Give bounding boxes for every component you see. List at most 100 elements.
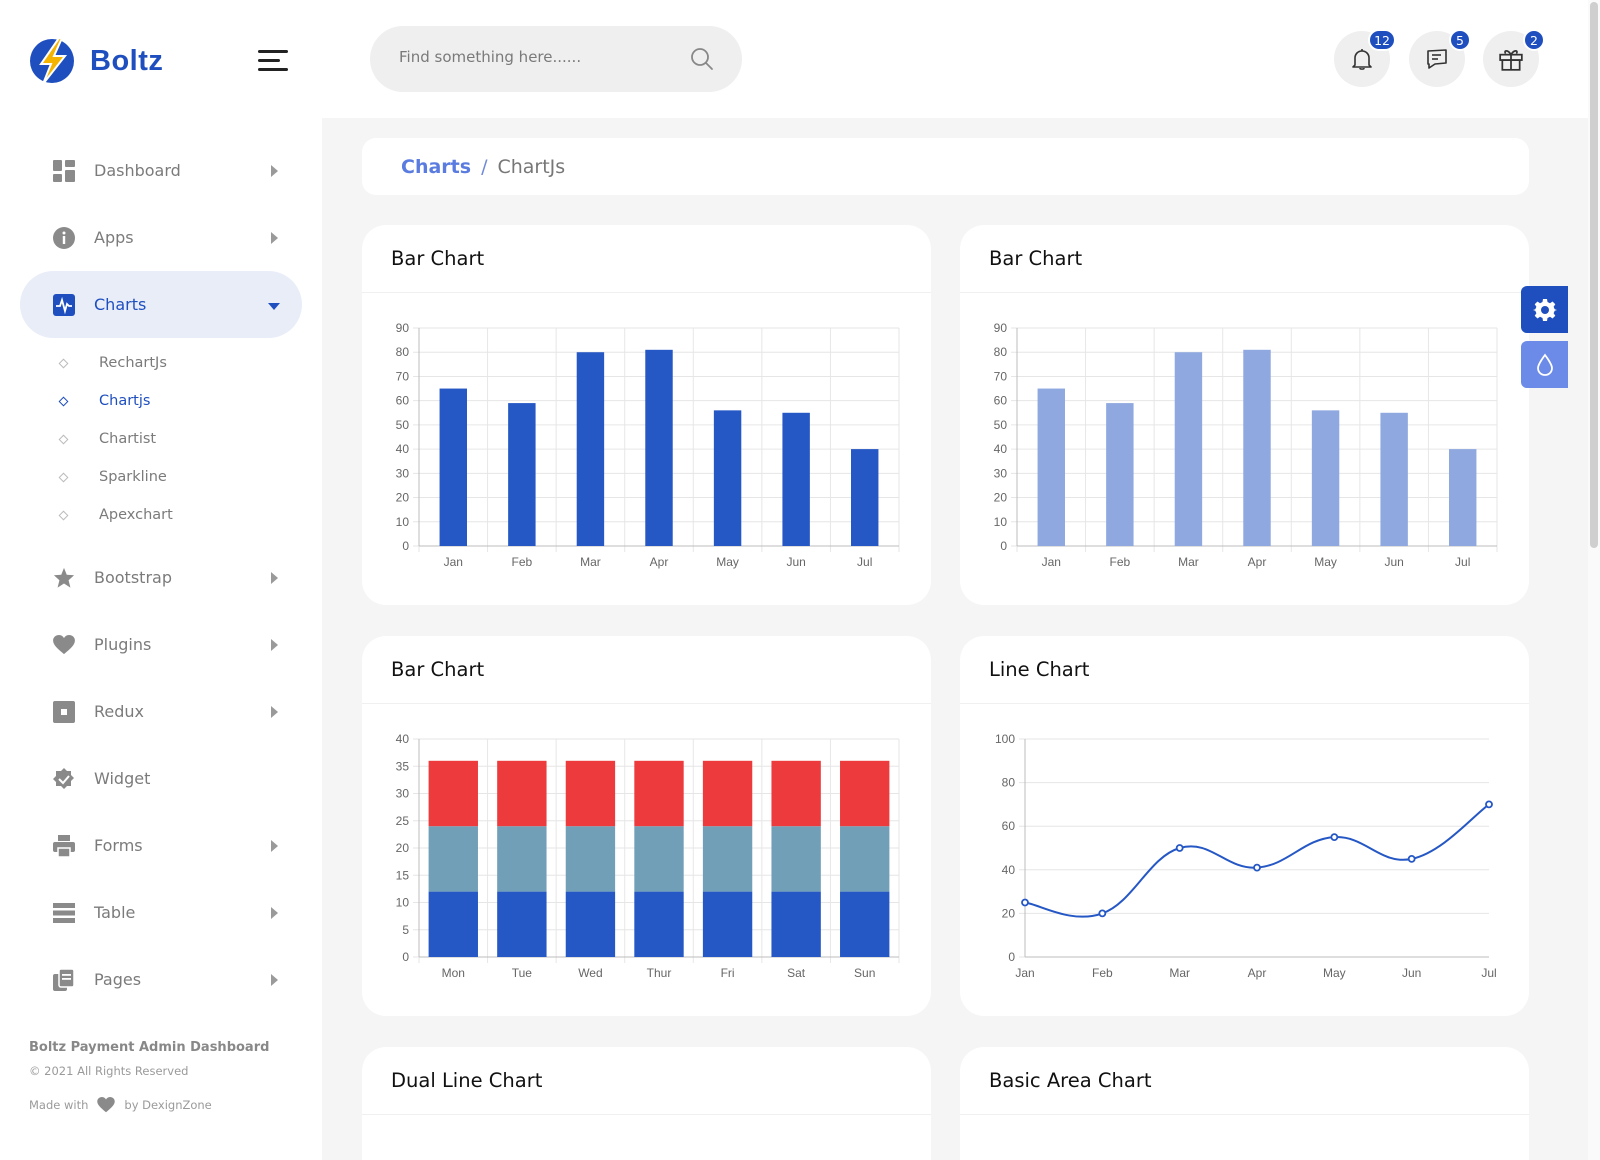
star-icon <box>53 567 75 589</box>
sidebar-item-table[interactable]: Table <box>20 879 302 946</box>
x-tick-label: Feb <box>1110 555 1131 569</box>
heart-icon <box>97 1097 116 1113</box>
submenu-item-chartist[interactable]: Chartist <box>57 420 302 458</box>
page-scrollbar[interactable] <box>1588 0 1600 1160</box>
bar-segment <box>840 760 890 827</box>
bar <box>439 388 467 546</box>
list-icon <box>53 902 75 924</box>
bar-segment <box>428 891 478 957</box>
data-point <box>1485 800 1493 809</box>
sidebar-item-label: Redux <box>94 702 145 721</box>
breadcrumb-separator: / <box>481 155 488 178</box>
bar <box>713 410 742 546</box>
bar-segment <box>428 760 478 827</box>
bolt-logo-icon <box>30 37 74 85</box>
breadcrumb-parent[interactable]: Charts <box>401 155 472 178</box>
sidebar-item-plugins[interactable]: Plugins <box>20 611 302 678</box>
stacked-bar-chart-card: Bar Chart 0 5 10 15 20 25 30 35 40 Mon Tue Wed Thur F… <box>362 636 931 1016</box>
square-icon <box>53 700 75 723</box>
submenu-item-apexchart[interactable]: Apexchart <box>57 496 302 534</box>
sidebar-item-pages[interactable]: Pages <box>20 946 302 1013</box>
search-icon[interactable] <box>690 47 714 71</box>
y-tick-label: 60 <box>1002 819 1016 833</box>
y-tick-label: 35 <box>396 759 410 773</box>
heart-icon <box>53 634 75 656</box>
y-tick-label: 40 <box>1002 863 1016 877</box>
notification-count-badge: 12 <box>1368 29 1396 51</box>
sidebar-item-bootstrap[interactable]: Bootstrap <box>20 544 302 611</box>
info-icon <box>53 226 75 249</box>
y-tick-label: 90 <box>994 321 1008 335</box>
settings-button[interactable] <box>1521 286 1568 333</box>
diamond-bullet-icon <box>58 510 69 520</box>
sidebar-item-apps[interactable]: Apps <box>20 204 302 271</box>
notifications-button[interactable]: 12 <box>1334 29 1396 87</box>
x-tick-label: Wed <box>578 966 602 980</box>
badge-check-icon <box>53 767 75 790</box>
sidebar-item-widget[interactable]: Widget <box>20 745 302 812</box>
topbar: 12 5 2 <box>322 0 1600 118</box>
sidebar-item-label: Pages <box>94 970 142 989</box>
bar-segment <box>497 826 547 892</box>
y-tick-label: 10 <box>994 515 1008 529</box>
chevron-right-icon <box>271 164 278 177</box>
search-input[interactable] <box>399 48 679 66</box>
line-chart-card: Line Chart 0 20 40 60 80 100 Jan Feb Mar Apr May Ju… <box>960 636 1529 1016</box>
y-tick-label: 50 <box>994 418 1008 432</box>
y-tick-label: 40 <box>396 442 410 456</box>
gift-icon <box>1499 50 1523 71</box>
footer-author: by DexignZone <box>124 1098 212 1112</box>
logo[interactable]: Boltz <box>29 36 163 86</box>
x-tick-label: May <box>716 555 739 569</box>
bar <box>1380 412 1408 546</box>
bar-segment <box>771 760 821 827</box>
x-tick-label: Sun <box>854 966 875 980</box>
bar <box>508 403 536 546</box>
bar-segment <box>634 826 684 892</box>
y-tick-label: 60 <box>994 394 1008 408</box>
footer-made-with: Made with by DexignZone <box>29 1097 269 1113</box>
bar <box>1311 410 1340 546</box>
sidebar-item-redux[interactable]: Redux <box>20 678 302 745</box>
bar-segment <box>497 891 547 957</box>
charts-submenu: RechartJs Chartjs Chartist Sparkline Ape… <box>20 344 302 534</box>
submenu-item-sparkline[interactable]: Sparkline <box>57 458 302 496</box>
x-tick-label: Apr <box>1248 555 1267 569</box>
bar-segment <box>702 891 753 957</box>
bar-chart-card-1: Bar Chart 0 10 20 30 40 50 60 70 80 90 Jan Feb Mar Ap… <box>362 225 931 605</box>
sidebar-item-forms[interactable]: Forms <box>20 812 302 879</box>
breadcrumb-current: ChartJs <box>497 155 566 178</box>
sidebar-item-label: Forms <box>94 836 143 855</box>
submenu-item-chartjs[interactable]: Chartjs <box>57 382 302 420</box>
bar-segment <box>634 760 684 827</box>
bar-segment <box>428 826 478 892</box>
bar-segment <box>771 891 821 957</box>
grid-icon <box>53 159 75 182</box>
sidebar-item-dashboard[interactable]: Dashboard <box>20 137 302 204</box>
y-tick-label: 90 <box>396 321 410 335</box>
menu-toggle-icon[interactable] <box>258 50 288 74</box>
gifts-button[interactable]: 2 <box>1483 29 1545 87</box>
x-tick-label: Jan <box>1015 966 1034 980</box>
gear-icon <box>1532 298 1557 321</box>
submenu-item-rechartjs[interactable]: RechartJs <box>57 344 302 382</box>
x-tick-label: May <box>1314 555 1337 569</box>
scrollbar-thumb[interactable] <box>1590 2 1598 548</box>
bar-segment <box>634 891 684 957</box>
breadcrumb: Charts / ChartJs <box>362 138 1529 195</box>
area-chart-card: Basic Area Chart <box>960 1047 1529 1160</box>
x-tick-label: Apr <box>1248 966 1267 980</box>
submenu-label: Apexchart <box>99 507 173 523</box>
diamond-bullet-icon <box>58 396 69 406</box>
y-tick-label: 70 <box>396 369 410 383</box>
y-tick-label: 50 <box>396 418 410 432</box>
diamond-bullet-icon <box>58 472 69 482</box>
x-tick-label: Sat <box>787 966 806 980</box>
bar-segment <box>565 826 616 892</box>
x-tick-label: Tue <box>512 966 533 980</box>
theme-color-button[interactable] <box>1521 341 1568 388</box>
bar-chart-card-2: Bar Chart 0 10 20 30 40 50 60 70 80 90 Jan Feb Mar Ap… <box>960 225 1529 605</box>
messages-button[interactable]: 5 <box>1409 29 1471 87</box>
sidebar-item-charts[interactable]: Charts <box>20 271 302 338</box>
card-title: Line Chart <box>960 636 1529 704</box>
